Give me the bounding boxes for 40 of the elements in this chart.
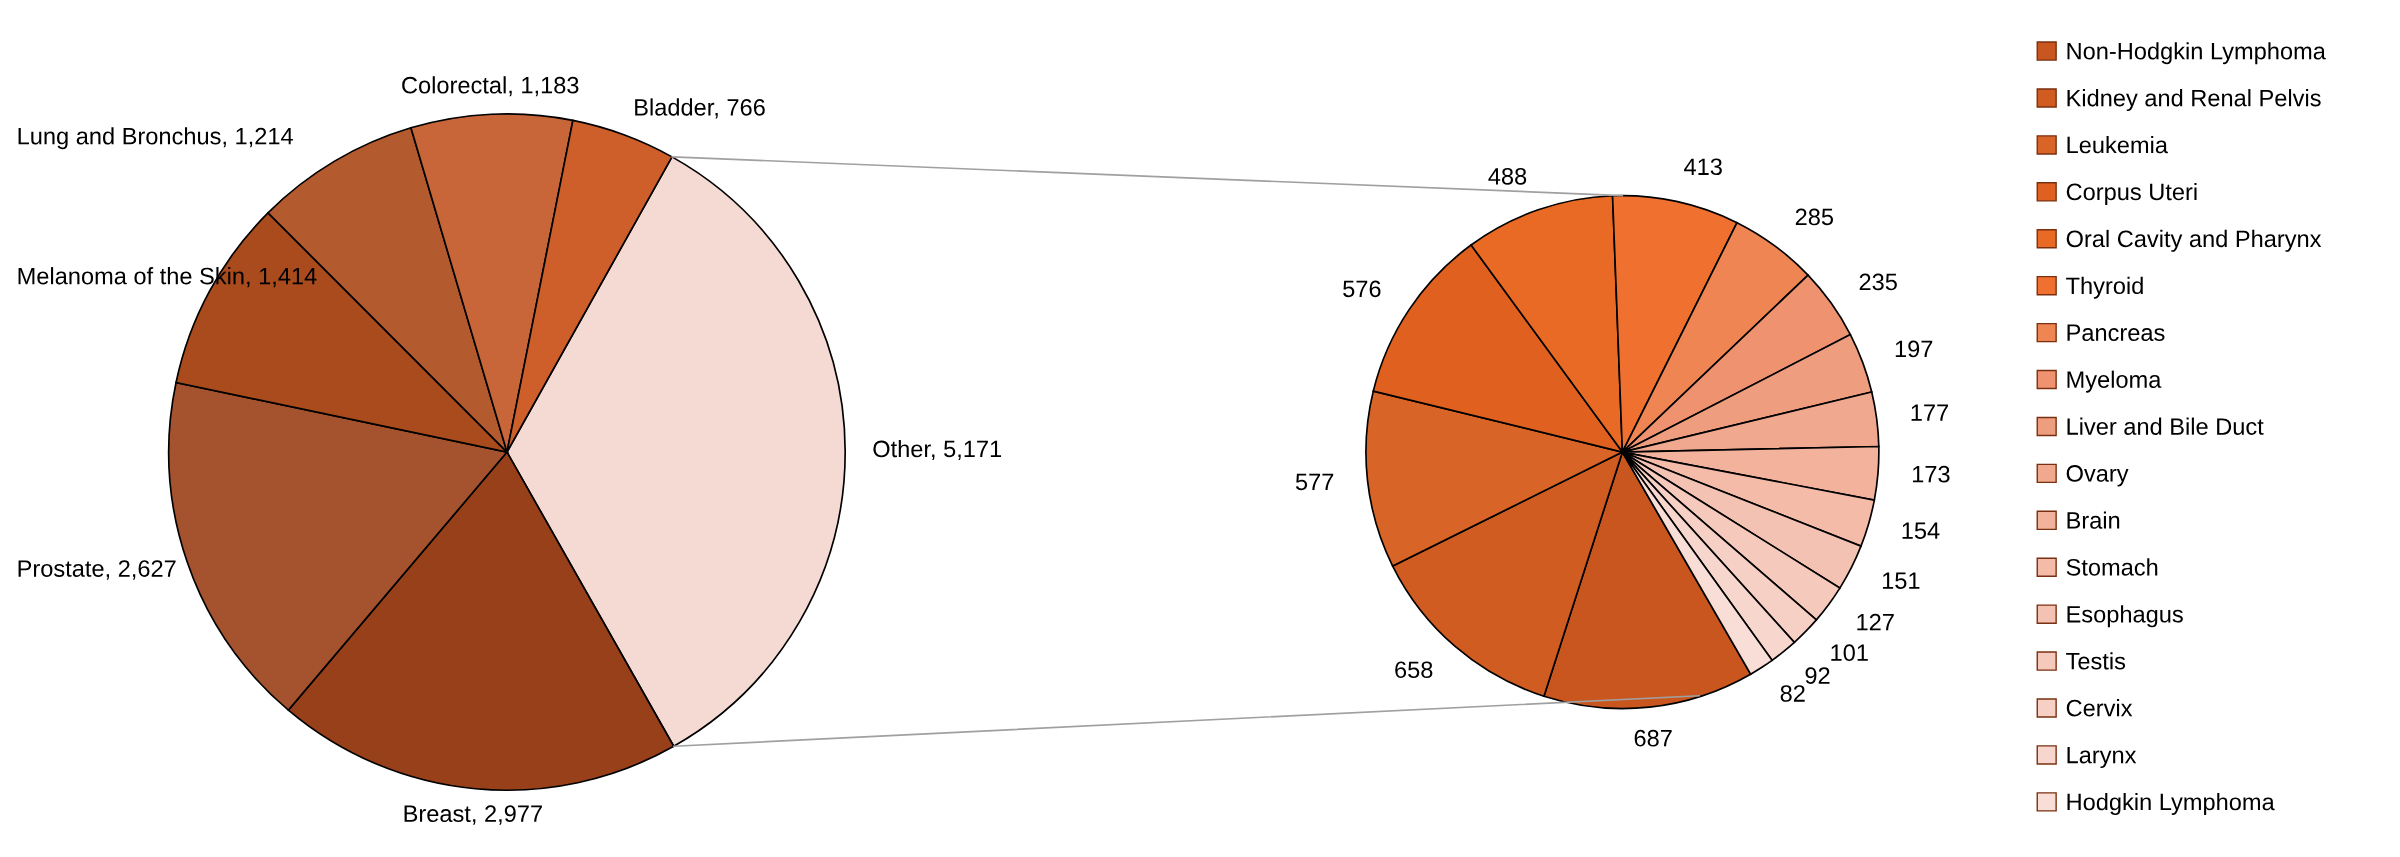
legend-label: Cervix: [2066, 699, 2133, 717]
legend-label: Esophagus: [2067, 605, 2183, 628]
legend-label: Myeloma: [2067, 370, 2162, 393]
data-label: 235: [1859, 273, 1897, 291]
legend-label: Ovary: [2066, 465, 2129, 487]
slice-label: Prostate, 2,627: [18, 560, 176, 580]
data-label: 577: [1295, 473, 1334, 491]
legend-label: Hodgkin Lymphoma: [2067, 792, 2275, 815]
data-label: 197: [1895, 340, 1933, 358]
data-label: 687: [1634, 729, 1672, 747]
slice-label: Breast, 2,977: [404, 805, 542, 825]
slice-label: Colorectal, 1,183: [402, 76, 579, 97]
data-label: 177: [1911, 404, 1949, 421]
data-label: 285: [1795, 208, 1834, 226]
data-label: 658: [1395, 661, 1433, 679]
legend-label: Corpus Uteri: [2066, 182, 2197, 205]
data-label: 154: [1902, 522, 1940, 540]
legend-label: Kidney and Renal Pelvis: [2067, 89, 2321, 112]
slice-label: Lung and Bronchus, 1,214: [18, 127, 293, 150]
legend-label: Stomach: [2066, 558, 2158, 576]
slice-label: Bladder, 766: [635, 98, 765, 119]
legend-label: Thyroid: [2066, 276, 2143, 299]
data-label: 576: [1343, 280, 1381, 298]
data-label: 101: [1831, 644, 1868, 662]
data-label: 82: [1780, 685, 1805, 702]
legend-label: Pancreas: [2067, 324, 2165, 342]
legend-label: Testis: [2066, 652, 2126, 670]
slice-label: Other, 5,171: [873, 439, 1002, 461]
legend-label: Oral Cavity and Pharynx: [2066, 229, 2322, 252]
legend-label: Liver and Bile Duct: [2067, 417, 2264, 435]
legend-label: Larynx: [2067, 746, 2137, 769]
data-label: 488: [1488, 167, 1527, 185]
legend-label: Brain: [2067, 511, 2120, 529]
legend-label: Non-Hodgkin Lymphoma: [2067, 42, 2326, 65]
data-label: 92: [1805, 667, 1830, 684]
legend-label: Leukemia: [2067, 136, 2168, 154]
data-label: 151: [1882, 572, 1920, 589]
data-label: 413: [1684, 158, 1722, 176]
data-label: 127: [1857, 613, 1894, 631]
data-label: 173: [1913, 465, 1950, 483]
